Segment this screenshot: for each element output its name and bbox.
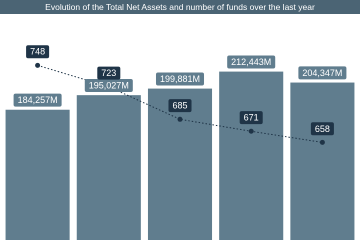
data-label-box [84, 79, 133, 93]
data-label: 204,347M [302, 68, 342, 78]
chart-title: Evolution of the Total Net Assets and nu… [45, 2, 315, 12]
data-label: 184,257M [18, 95, 58, 105]
data-label-box [13, 93, 62, 107]
data-label-box [227, 55, 276, 69]
line-point [35, 62, 41, 68]
data-label-box [26, 45, 50, 59]
data-label-box [155, 72, 205, 86]
title-bar [0, 0, 360, 14]
line-point [177, 116, 183, 122]
data-label: 685 [172, 101, 187, 111]
data-label-box [97, 66, 121, 80]
bar [290, 82, 355, 240]
data-label-box [168, 99, 192, 113]
line-point [319, 139, 325, 145]
line [37, 64, 323, 143]
data-label: 212,443M [231, 57, 271, 67]
data-label-box [239, 111, 263, 125]
bar [76, 95, 141, 240]
bar [147, 88, 213, 240]
data-label: 748 [30, 47, 45, 57]
data-label: 199,881M [160, 74, 200, 84]
line-point [248, 128, 254, 134]
data-label-box [310, 122, 334, 136]
data-label: 658 [315, 124, 330, 134]
data-label-box [298, 66, 347, 80]
data-label: 195,027M [89, 81, 129, 91]
bar [5, 109, 70, 240]
data-label: 723 [101, 68, 116, 78]
data-label: 671 [244, 113, 259, 123]
bar [219, 71, 284, 240]
